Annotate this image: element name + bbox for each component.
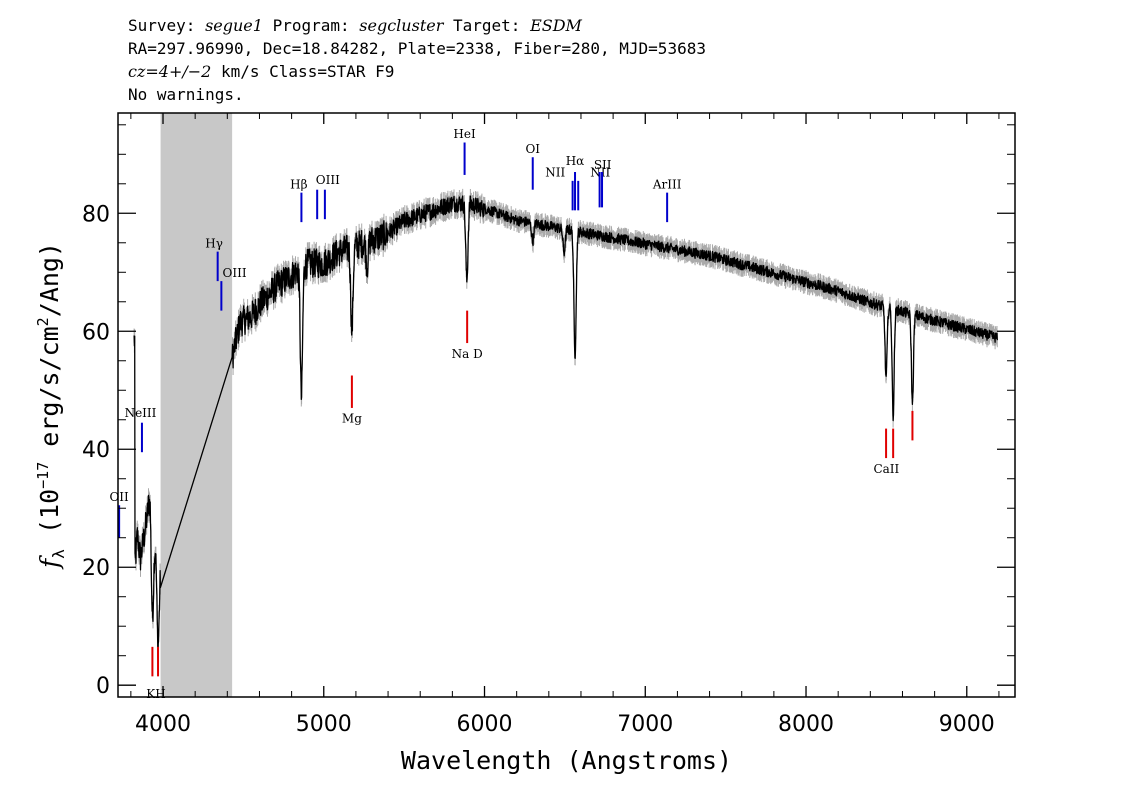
x-tick-label: 6000 — [457, 712, 513, 737]
y-tick-label: 40 — [82, 438, 110, 463]
line-marker-label: Mg — [342, 412, 362, 426]
line-marker-label: NeIII — [125, 406, 157, 420]
survey-value: segue1 — [205, 16, 263, 35]
line-marker-label: Na D — [452, 347, 483, 361]
line-marker-label: OI — [525, 142, 540, 156]
line-marker-label: NII — [545, 166, 565, 180]
y-axis-title-exp: −17 — [34, 462, 52, 489]
y-axis-title-f: f — [35, 555, 64, 570]
header-line-3: cz=4+/−2 km/s Class=STAR F9 — [128, 60, 706, 83]
flux-error-band — [133, 188, 998, 665]
spectrum-header: Survey: segue1 Program: segcluster Targe… — [128, 14, 706, 106]
program-value: segcluster — [359, 16, 444, 35]
target-label: Target: — [453, 16, 521, 35]
x-tick-label: 7000 — [617, 712, 673, 737]
line-marker-label: ArIII — [652, 178, 682, 192]
header-line-4: No warnings. — [128, 85, 244, 104]
line-marker-label: Hβ — [290, 178, 307, 192]
y-tick-label: 0 — [96, 674, 110, 699]
line-marker-label: CaII — [873, 462, 899, 476]
y-axis-title-post: /Ang) — [35, 242, 64, 317]
y-tick-label: 60 — [82, 320, 110, 345]
line-marker-label: Hα — [566, 154, 585, 168]
y-axis-title-pre: (10 — [35, 489, 64, 549]
y-axis-title-sub: λ — [49, 549, 68, 559]
flux-spectrum-line — [133, 195, 998, 659]
line-marker-label: H — [155, 687, 165, 701]
survey-label: Survey: — [128, 16, 196, 35]
y-tick-label: 80 — [82, 202, 110, 227]
y-axis-title-mid: erg/s/cm — [35, 326, 64, 461]
plot-frame — [117, 112, 1016, 698]
target-value: ESDM — [530, 16, 582, 35]
x-tick-label: 8000 — [778, 712, 834, 737]
x-tick-label: 5000 — [296, 712, 352, 737]
x-tick-label: 9000 — [939, 712, 995, 737]
masked-region — [160, 113, 233, 697]
program-label: Program: — [272, 16, 350, 35]
header-line-1: Survey: segue1 Program: segcluster Targe… — [128, 14, 706, 37]
line-marker-label: OIII — [316, 173, 340, 187]
line-marker-label: HeI — [453, 127, 476, 141]
line-marker-label: Hγ — [205, 236, 223, 250]
line-marker-label: OII — [109, 490, 129, 504]
header-line-2: RA=297.96990, Dec=18.84282, Plate=2338, … — [128, 39, 706, 58]
line-marker-label: SII — [594, 158, 612, 172]
line-marker-label: OIII — [223, 266, 247, 280]
x-axis-title: Wavelength (Angstroms) — [401, 746, 732, 775]
y-tick-label: 20 — [82, 556, 110, 581]
y-axis-title-exp2: 2 — [34, 317, 52, 326]
class-value: km/s Class=STAR F9 — [211, 62, 395, 81]
line-marker-label: K — [146, 687, 156, 701]
y-axis-title: fλ (10−17 erg/s/cm2/Ang) — [34, 242, 68, 570]
x-tick-label: 4000 — [135, 712, 191, 737]
redshift-value: cz=4+/−2 — [128, 62, 212, 81]
